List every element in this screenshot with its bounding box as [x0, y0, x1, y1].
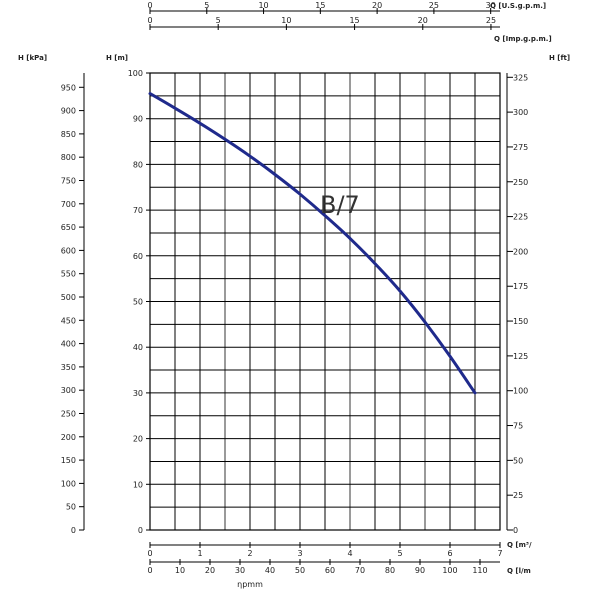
- h-m-tick-label: 0: [138, 526, 143, 535]
- h-ft-tick-label: 275: [513, 143, 528, 152]
- h-kpa-tick-label: 600: [61, 246, 76, 255]
- q-impgpm-tick-label: 0: [147, 16, 152, 25]
- bottom-footnote: ηpmm: [237, 580, 263, 589]
- q-usgpm-tick-label: 20: [372, 1, 382, 10]
- h-m-tick-label: 20: [133, 435, 143, 444]
- q-usgpm-tick-label: 30: [486, 1, 496, 10]
- h-kpa-tick-label: 700: [61, 200, 76, 209]
- q-m3h-tick-label: 6: [447, 549, 452, 558]
- q-usgpm-tick-label: 0: [147, 1, 152, 10]
- q-m3h-tick-label: 2: [247, 549, 252, 558]
- h-ft-tick-label: 50: [513, 456, 523, 465]
- q-usgpm-axis-label: Q [U.S.g.p.m.]: [490, 2, 546, 10]
- h-m-axis-label: H [m]: [106, 54, 128, 62]
- h-kpa-tick-label: 850: [61, 130, 76, 139]
- q-lmin-axis-label: Q [l/m: [507, 567, 531, 575]
- h-kpa-tick-label: 400: [61, 340, 76, 349]
- q-m3h-tick-label: 5: [397, 549, 402, 558]
- series-line-b7: [148, 92, 477, 395]
- q-impgpm-tick-label: 5: [216, 16, 221, 25]
- h-kpa-tick-label: 650: [61, 223, 76, 232]
- h-kpa-tick-label: 300: [61, 386, 76, 395]
- q-lmin-tick-label: 0: [147, 566, 152, 575]
- q-impgpm-tick-label: 25: [486, 16, 496, 25]
- q-impgpm-axis-label: Q [Imp.g.p.m.]: [494, 35, 552, 43]
- q-lmin-tick-label: 30: [235, 566, 245, 575]
- h-kpa-tick-label: 550: [61, 270, 76, 279]
- h-ft-tick-label: 300: [513, 108, 528, 117]
- h-ft-tick-label: 100: [513, 387, 528, 396]
- q-impgpm-tick-label: 10: [281, 16, 291, 25]
- q-lmin-tick-label: 50: [295, 566, 305, 575]
- h-kpa-tick-label: 0: [71, 526, 76, 535]
- q-impgpm-tick-label: 20: [418, 16, 428, 25]
- h-ft-tick-label: 0: [513, 526, 518, 535]
- h-ft-tick-label: 175: [513, 282, 528, 291]
- h-m-tick-label: 60: [133, 252, 143, 261]
- h-kpa-tick-label: 250: [61, 409, 76, 418]
- h-ft-tick-label: 225: [513, 213, 528, 222]
- h-kpa-tick-label: 150: [61, 456, 76, 465]
- q-lmin-tick-label: 60: [325, 566, 335, 575]
- h-kpa-tick-label: 100: [61, 479, 76, 488]
- h-m-tick-label: 80: [133, 160, 143, 169]
- q-lmin-tick-label: 20: [205, 566, 215, 575]
- q-usgpm-tick-label: 25: [429, 1, 439, 10]
- h-ft-tick-label: 250: [513, 178, 528, 187]
- h-ft-axis-label: H [ft]: [549, 54, 570, 62]
- h-kpa-tick-label: 200: [61, 433, 76, 442]
- h-m-tick-label: 100: [128, 69, 143, 78]
- h-kpa-tick-label: 50: [66, 503, 76, 512]
- h-kpa-tick-label: 500: [61, 293, 76, 302]
- q-m3h-tick-label: 0: [147, 549, 152, 558]
- q-lmin-tick-label: 90: [415, 566, 425, 575]
- q-usgpm-tick-label: 15: [315, 1, 325, 10]
- h-ft-tick-label: 150: [513, 317, 528, 326]
- q-m3h-tick-label: 1: [197, 549, 202, 558]
- h-m-tick-label: 10: [133, 480, 143, 489]
- h-m-tick-label: 70: [133, 206, 143, 215]
- h-kpa-tick-label: 950: [61, 83, 76, 92]
- q-m3h-tick-label: 3: [297, 549, 302, 558]
- h-ft-tick-label: 125: [513, 352, 528, 361]
- q-lmin-tick-label: 110: [472, 566, 487, 575]
- h-ft-tick-label: 325: [513, 73, 528, 82]
- q-lmin-tick-label: 80: [385, 566, 395, 575]
- h-kpa-axis-label: H [kPa]: [18, 54, 47, 62]
- q-m3h-tick-label: 4: [347, 549, 352, 558]
- h-kpa-tick-label: 450: [61, 316, 76, 325]
- h-kpa-tick-label: 800: [61, 153, 76, 162]
- h-m-tick-label: 40: [133, 343, 143, 352]
- q-lmin-tick-label: 100: [442, 566, 457, 575]
- h-m-tick-label: 30: [133, 389, 143, 398]
- h-ft-tick-label: 25: [513, 491, 523, 500]
- q-impgpm-tick-label: 15: [349, 16, 359, 25]
- q-m3h-axis-label: Q [m³/: [507, 541, 532, 549]
- h-kpa-tick-label: 900: [61, 107, 76, 116]
- h-m-tick-label: 90: [133, 115, 143, 124]
- h-kpa-tick-label: 350: [61, 363, 76, 372]
- q-lmin-tick-label: 70: [355, 566, 365, 575]
- h-ft-tick-label: 200: [513, 247, 528, 256]
- q-lmin-tick-label: 40: [265, 566, 275, 575]
- q-usgpm-tick-label: 5: [204, 1, 209, 10]
- q-usgpm-tick-label: 10: [258, 1, 268, 10]
- q-m3h-tick-label: 7: [497, 549, 502, 558]
- h-kpa-tick-label: 750: [61, 176, 76, 185]
- q-lmin-tick-label: 10: [175, 566, 185, 575]
- h-ft-tick-label: 75: [513, 422, 523, 431]
- h-m-tick-label: 50: [133, 298, 143, 307]
- curve-label-b7: B/7: [320, 191, 360, 219]
